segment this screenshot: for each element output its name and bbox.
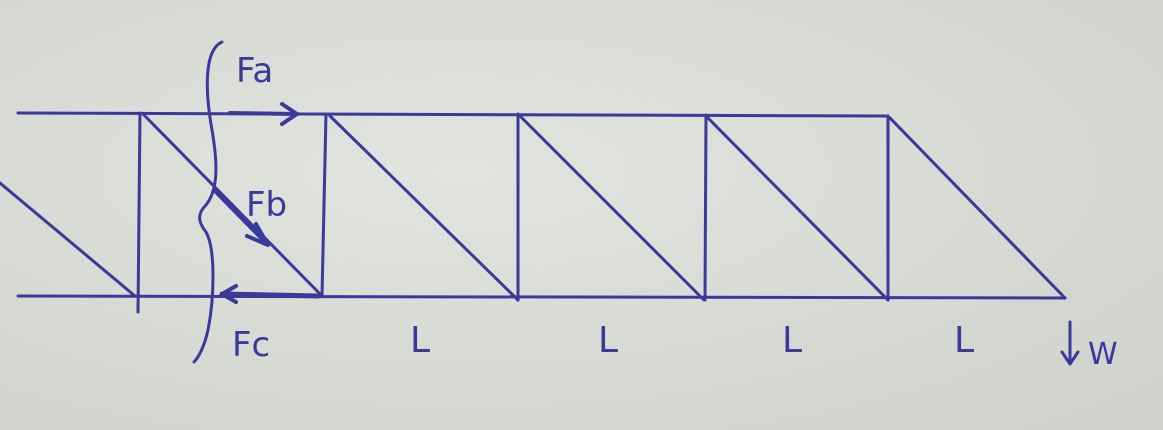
vertical-member-4	[703, 113, 708, 302]
vertical-member-2	[320, 112, 328, 298]
panel-length-label-4: L	[954, 320, 974, 361]
vertical-member-1	[136, 111, 142, 314]
diagonal-member-5	[888, 116, 1067, 300]
force-label-fb: Fb	[246, 185, 287, 225]
panel-length-label-2: L	[598, 320, 618, 361]
section-cut-brace	[192, 40, 224, 364]
load-label-w: W	[1088, 337, 1118, 372]
arrow-left-icon	[219, 284, 321, 304]
diagonal-member-1	[142, 113, 324, 298]
load-arrow-icon	[1060, 320, 1080, 366]
diagonal-member-2	[328, 114, 520, 302]
diagonal-member-4	[706, 116, 890, 302]
force-label-fc: Fc	[232, 325, 270, 365]
force-label-fa: Fa	[236, 51, 273, 91]
top-chord	[16, 111, 890, 118]
panel-length-label-3: L	[782, 320, 802, 361]
arrow-down-icon	[212, 188, 270, 247]
diagonal-member-0	[0, 181, 137, 298]
bottom-chord	[16, 294, 1067, 300]
panel-length-label-1: L	[410, 320, 430, 361]
diagonal-member-3	[518, 114, 706, 302]
arrow-right-icon	[228, 102, 299, 126]
